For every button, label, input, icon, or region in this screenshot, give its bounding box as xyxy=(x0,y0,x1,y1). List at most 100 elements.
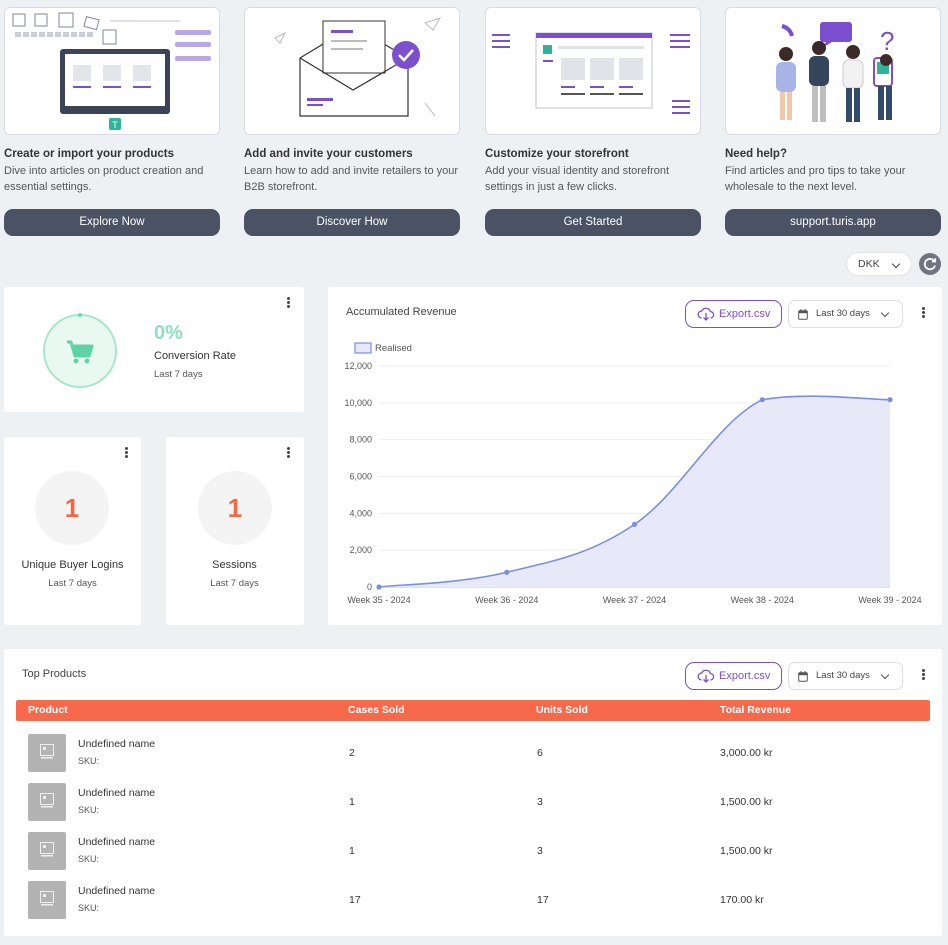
image-icon xyxy=(40,744,54,759)
accumulated-revenue-card: Accumulated Revenue Export.csv Last 30 d… xyxy=(328,287,942,625)
legend-realised: Realised xyxy=(375,343,412,354)
units-sold: 17 xyxy=(537,894,549,906)
envelope-illustration xyxy=(244,7,460,135)
data-point[interactable] xyxy=(887,397,893,403)
top-products-title: Top Products xyxy=(22,668,87,680)
onboarding-desc: Learn how to add and invite retailers to… xyxy=(244,165,459,193)
currency-value: DKK xyxy=(858,258,880,270)
x-tick-label: Week 36 - 2024 xyxy=(475,595,538,605)
conversion-rate-period: Last 7 days xyxy=(154,369,203,380)
product-image-placeholder xyxy=(28,783,66,821)
product-image-placeholder xyxy=(28,734,66,772)
onboarding-card-storefront: Customize your storefront Add your visua… xyxy=(485,0,701,236)
kebab-menu-icon[interactable] xyxy=(918,668,928,682)
export-csv-button[interactable]: Export.csv xyxy=(685,300,782,328)
chevron-down-icon xyxy=(880,670,890,680)
top-products-card: Top Products Export.csv Last 30 days xyxy=(4,649,942,936)
units-sold: 6 xyxy=(537,747,543,759)
y-tick-label: 4,000 xyxy=(349,508,372,518)
sessions-period: Last 7 days xyxy=(210,578,259,589)
support-link-button[interactable]: support.turis.app xyxy=(725,209,941,236)
sessions-label: Sessions xyxy=(212,559,257,571)
date-range-select[interactable]: Last 30 days xyxy=(788,300,903,328)
export-csv-button[interactable]: Export.csv xyxy=(685,662,782,690)
data-point[interactable] xyxy=(504,569,510,575)
table-row[interactable]: Undefined name SKU: 17 17 170.00 kr xyxy=(16,881,930,921)
sessions-value: 1 xyxy=(198,471,272,545)
storefront-illustration xyxy=(485,7,701,135)
onboarding-title: Need help? xyxy=(725,148,787,160)
get-started-button[interactable]: Get Started xyxy=(485,209,701,236)
total-revenue: 1,500.00 kr xyxy=(720,845,773,857)
y-tick-label: 8,000 xyxy=(349,435,372,445)
unique-buyer-logins-label: Unique Buyer Logins xyxy=(21,559,124,571)
calendar-icon xyxy=(798,671,808,682)
unique-buyer-logins-card: 1 Unique Buyer Logins Last 7 days xyxy=(4,437,141,625)
refresh-icon[interactable] xyxy=(919,253,941,275)
total-revenue: 3,000.00 kr xyxy=(720,747,773,759)
onboarding-card-help: ? Need help? Find articles and pro tips … xyxy=(725,0,941,236)
product-image-placeholder xyxy=(28,881,66,919)
table-row[interactable]: Undefined name SKU: 1 3 1,500.00 kr xyxy=(16,783,930,823)
svg-text:T: T xyxy=(112,120,118,130)
onboarding-desc: Add your visual identity and storefront … xyxy=(485,165,670,193)
sessions-card: 1 Sessions Last 7 days xyxy=(166,437,304,625)
column-product[interactable]: Product xyxy=(28,704,68,716)
people-illustration: ? xyxy=(725,7,941,135)
product-sku: SKU: xyxy=(78,805,100,815)
image-icon xyxy=(40,842,54,857)
total-revenue: 1,500.00 kr xyxy=(720,796,773,808)
product-name: Undefined name xyxy=(78,738,156,750)
kebab-menu-icon[interactable] xyxy=(918,306,928,320)
data-point[interactable] xyxy=(759,397,765,403)
kebab-menu-icon[interactable] xyxy=(121,446,131,460)
product-image-placeholder xyxy=(28,832,66,870)
cases-sold: 17 xyxy=(349,894,361,906)
kebab-menu-icon[interactable] xyxy=(283,446,293,460)
y-tick-label: 2,000 xyxy=(349,545,372,555)
onboarding-desc: Find articles and pro tips to take your … xyxy=(725,165,906,193)
onboarding-card-products: T Create or import your products Dive in… xyxy=(4,0,220,236)
explore-now-button[interactable]: Explore Now xyxy=(4,209,220,236)
y-tick-label: 0 xyxy=(367,582,372,592)
cart-icon xyxy=(43,313,117,388)
total-revenue: 170.00 kr xyxy=(720,894,764,906)
cloud-download-icon xyxy=(697,307,715,321)
realised-area xyxy=(379,396,890,587)
kebab-menu-icon[interactable] xyxy=(283,296,293,310)
currency-select[interactable]: DKK xyxy=(846,252,912,276)
column-total-revenue[interactable]: Total Revenue xyxy=(720,704,791,716)
x-tick-label: Week 35 - 2024 xyxy=(347,595,410,605)
onboarding-card-customers: Add and invite your customers Learn how … xyxy=(244,0,460,236)
cases-sold: 1 xyxy=(349,845,355,857)
date-range-value: Last 30 days xyxy=(816,308,870,319)
export-label: Export.csv xyxy=(719,670,771,682)
conversion-rate-card: 0% Conversion Rate Last 7 days xyxy=(4,287,304,412)
computer-illustration: T xyxy=(4,7,220,135)
legend-swatch xyxy=(354,342,372,354)
unique-buyer-logins-period: Last 7 days xyxy=(48,578,97,589)
product-name: Undefined name xyxy=(78,787,156,799)
onboarding-title: Customize your storefront xyxy=(485,148,629,160)
unique-buyer-logins-value: 1 xyxy=(35,471,109,545)
y-tick-label: 12,000 xyxy=(344,361,372,371)
units-sold: 3 xyxy=(537,796,543,808)
y-tick-label: 6,000 xyxy=(349,472,372,482)
table-header: Product Cases Sold Units Sold Total Reve… xyxy=(16,700,930,721)
export-label: Export.csv xyxy=(719,308,771,320)
product-name: Undefined name xyxy=(78,836,156,848)
svg-text:?: ? xyxy=(880,26,894,56)
data-point[interactable] xyxy=(376,584,382,590)
date-range-select[interactable]: Last 30 days xyxy=(788,662,903,690)
data-point[interactable] xyxy=(631,521,638,527)
table-row[interactable]: Undefined name SKU: 2 6 3,000.00 kr xyxy=(16,734,930,774)
table-row[interactable]: Undefined name SKU: 1 3 1,500.00 kr xyxy=(16,832,930,872)
discover-how-button[interactable]: Discover How xyxy=(244,209,460,236)
product-sku: SKU: xyxy=(78,854,100,864)
y-tick-label: 10,000 xyxy=(344,398,372,408)
column-units-sold[interactable]: Units Sold xyxy=(536,704,588,716)
image-icon xyxy=(40,891,54,906)
column-cases-sold[interactable]: Cases Sold xyxy=(348,704,405,716)
cases-sold: 1 xyxy=(349,796,355,808)
conversion-rate-value: 0% xyxy=(154,322,183,344)
